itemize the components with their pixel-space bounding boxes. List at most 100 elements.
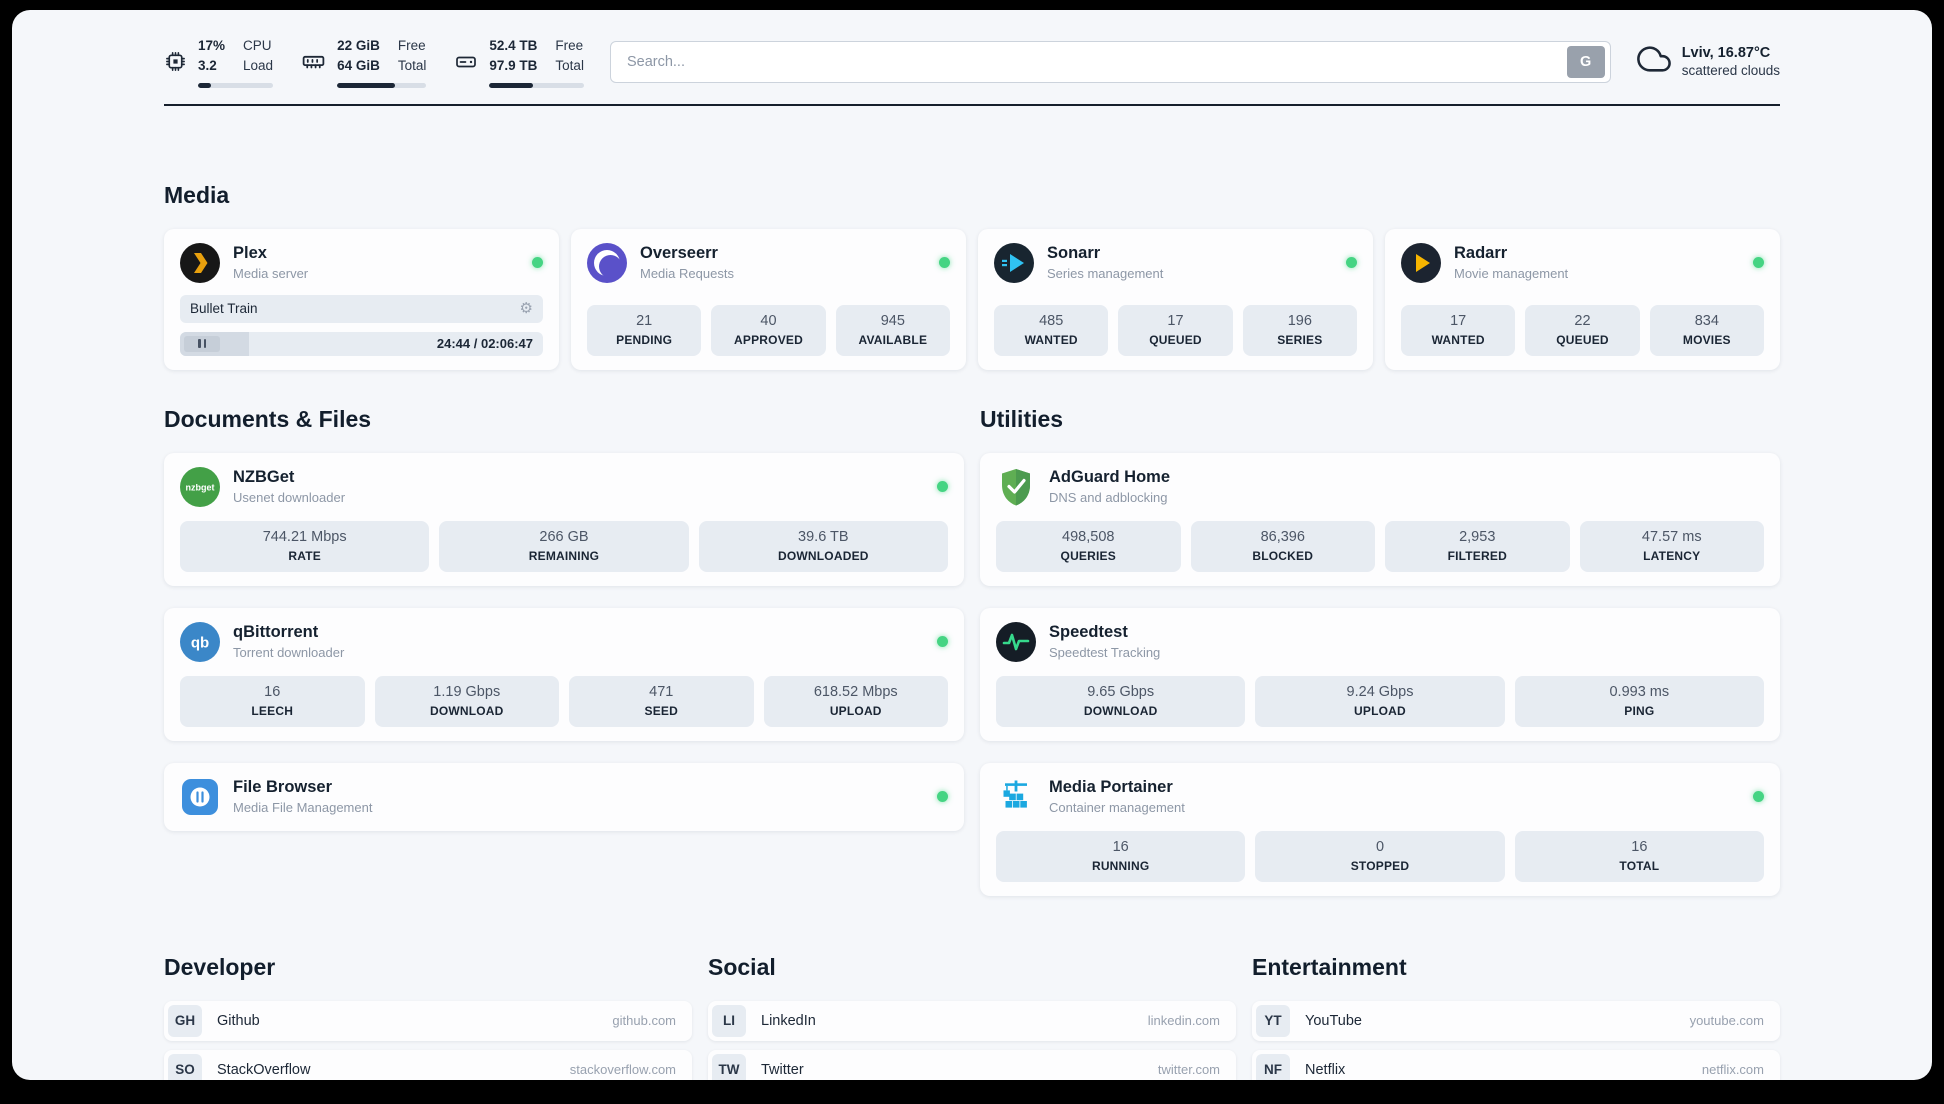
stats-row: 498,508 QUERIES 86,396 BLOCKED 2,953 FIL…	[996, 507, 1764, 572]
cpu-icon	[164, 50, 187, 73]
bookmark-name: Netflix	[1305, 1061, 1346, 1078]
disk-total-value: 97.9 TB	[489, 58, 538, 74]
app-name: Overseerr	[640, 243, 718, 262]
player-seek-bar[interactable]: 24:44 / 02:06:47	[180, 331, 543, 356]
app-link-plex[interactable]: Plex Media server	[180, 242, 543, 283]
app-link-adguard[interactable]: AdGuard Home DNS and adblocking	[996, 467, 1764, 507]
app-link-speedtest[interactable]: Speedtest Speedtest Tracking	[996, 621, 1764, 662]
bookmark-netflix[interactable]: NF Netflix netflix.com	[1252, 1049, 1780, 1080]
stat-downloaded: 39.6 TB DOWNLOADED	[698, 520, 948, 572]
cpu-label-1: CPU	[243, 38, 272, 53]
weather-location-temp: Lviv, 16.87°C	[1681, 45, 1771, 62]
overseerr-icon	[587, 242, 627, 283]
app-link-radarr[interactable]: Radarr Movie management	[1401, 242, 1764, 283]
header-divider	[164, 103, 1780, 106]
bookmark-abbr: LI	[712, 1004, 746, 1037]
stats-row: 17 WANTED 22 QUEUED 834 MOVIES	[1401, 291, 1764, 356]
cpu-progress-bar	[198, 82, 274, 88]
status-dot	[532, 257, 543, 268]
media-grid: Plex Media server Bullet Train ⚙ 24:44 /…	[164, 228, 1780, 370]
stats-row: 744.21 Mbps RATE 266 GB REMAINING 39.6 T…	[180, 507, 948, 572]
app-subtitle: Media Requests	[640, 266, 734, 282]
app-subtitle: DNS and adblocking	[1049, 490, 1168, 506]
bookmark-github[interactable]: GH Github github.com	[164, 1000, 692, 1041]
app-link-portainer[interactable]: Media Portainer Container management	[996, 777, 1764, 817]
stat-series: 196 SERIES	[1242, 304, 1357, 356]
bookmark-stackoverflow[interactable]: SO StackOverflow stackoverflow.com	[164, 1049, 692, 1080]
utilities-column: Utilities AdGuard Home	[980, 406, 1780, 896]
middle-columns: Documents & Files nzbget NZBGet Usenet d	[164, 406, 1780, 896]
section-title-utilities: Utilities	[980, 405, 1064, 432]
app-subtitle: Container management	[1049, 800, 1185, 816]
search-input[interactable]	[624, 52, 1567, 71]
stats-row: 485 WANTED 17 QUEUED 196 SERIES	[994, 291, 1357, 356]
bookmark-youtube[interactable]: YT YouTube youtube.com	[1252, 1000, 1780, 1041]
status-dot	[937, 791, 948, 802]
app-card-filebrowser: File Browser Media File Management	[164, 762, 964, 831]
stat-filtered: 2,953 FILTERED	[1385, 520, 1570, 572]
bookmark-group-social: Social LI LinkedIn linkedin.com TW Twitt…	[708, 953, 1236, 1080]
bookmark-name: StackOverflow	[217, 1061, 311, 1078]
weather-condition: scattered clouds	[1681, 63, 1780, 79]
pause-button[interactable]	[184, 335, 220, 352]
radarr-icon	[1401, 242, 1441, 283]
bookmark-linkedin[interactable]: LI LinkedIn linkedin.com	[708, 1000, 1236, 1041]
disk-label-1: Free	[555, 38, 584, 53]
bookmark-name: LinkedIn	[761, 1012, 816, 1029]
settings-gear-icon[interactable]: ⚙	[519, 300, 533, 317]
stat-download: 1.19 Gbps DOWNLOAD	[374, 675, 559, 727]
app-subtitle: Movie management	[1454, 266, 1569, 282]
section-title-social: Social	[708, 953, 776, 980]
ram-free-value: 22 GiB	[337, 38, 380, 53]
bookmark-group-entertainment: Entertainment YT YouTube youtube.com NF …	[1252, 953, 1780, 1080]
app-link-filebrowser[interactable]: File Browser Media File Management	[180, 777, 948, 817]
section-title-media: Media	[164, 181, 230, 208]
app-name: qBittorrent	[233, 622, 319, 641]
ram-widget: 22 GiB 64 GiB Free Total	[301, 36, 427, 88]
bookmark-name: Twitter	[761, 1061, 804, 1078]
stat-queued: 22 QUEUED	[1525, 304, 1640, 356]
portainer-icon	[996, 777, 1036, 817]
app-card-speedtest: Speedtest Speedtest Tracking 9.65 Gbps D…	[980, 607, 1780, 741]
bookmark-twitter[interactable]: TW Twitter twitter.com	[708, 1049, 1236, 1080]
bookmarks-grid: Developer GH Github github.com SO StackO…	[164, 953, 1780, 1080]
adguard-icon	[996, 467, 1036, 507]
app-link-nzbget[interactable]: nzbget NZBGet Usenet downloader	[180, 466, 948, 507]
bookmark-name: YouTube	[1305, 1012, 1362, 1029]
app-link-qbittorrent[interactable]: qb qBittorrent Torrent downloader	[180, 621, 948, 662]
app-name: AdGuard Home	[1049, 467, 1171, 486]
stats-row: 16 LEECH 1.19 Gbps DOWNLOAD 471 SEED 6	[180, 662, 948, 727]
stat-approved: 40 APPROVED	[711, 304, 826, 356]
playback-time: 24:44 / 02:06:47	[436, 336, 533, 351]
stat-total: 16 TOTAL	[1514, 830, 1764, 882]
app-card-portainer: Media Portainer Container management 16 …	[980, 762, 1780, 896]
stat-rate: 744.21 Mbps RATE	[180, 520, 430, 572]
stats-row: 16 RUNNING 0 STOPPED 16 TOTAL	[996, 817, 1764, 882]
stat-running: 16 RUNNING	[996, 830, 1246, 882]
app-card-qbittorrent: qb qBittorrent Torrent downloader 16 LEE…	[164, 607, 964, 741]
app-name: Plex	[233, 243, 267, 262]
stat-ping: 0.993 ms PING	[1514, 675, 1764, 727]
cpu-usage-value: 17%	[198, 38, 226, 53]
section-title-entertainment: Entertainment	[1252, 953, 1407, 980]
bookmark-url: linkedin.com	[1147, 1013, 1220, 1028]
app-link-overseerr[interactable]: Overseerr Media Requests	[587, 242, 950, 283]
app-name: NZBGet	[233, 467, 295, 486]
app-name: File Browser	[233, 777, 333, 796]
sonarr-icon	[994, 242, 1034, 283]
disk-free-value: 52.4 TB	[489, 38, 538, 53]
app-subtitle: Series management	[1047, 266, 1164, 282]
app-link-sonarr[interactable]: Sonarr Series management	[994, 242, 1357, 283]
disk-label-2: Total	[555, 58, 584, 74]
cpu-widget: 17% 3.2 CPU Load	[164, 36, 274, 88]
stat-pending: 21 PENDING	[587, 304, 702, 356]
disk-progress-fill	[489, 82, 533, 88]
stat-queries: 498,508 QUERIES	[996, 520, 1181, 572]
stat-wanted: 17 WANTED	[1401, 304, 1516, 356]
status-dot	[937, 636, 948, 647]
search-engine-button[interactable]: G	[1566, 45, 1605, 78]
stat-stopped: 0 STOPPED	[1255, 830, 1505, 882]
stat-queued: 17 QUEUED	[1118, 304, 1233, 356]
status-dot	[937, 481, 948, 492]
stat-blocked: 86,396 BLOCKED	[1190, 520, 1375, 572]
